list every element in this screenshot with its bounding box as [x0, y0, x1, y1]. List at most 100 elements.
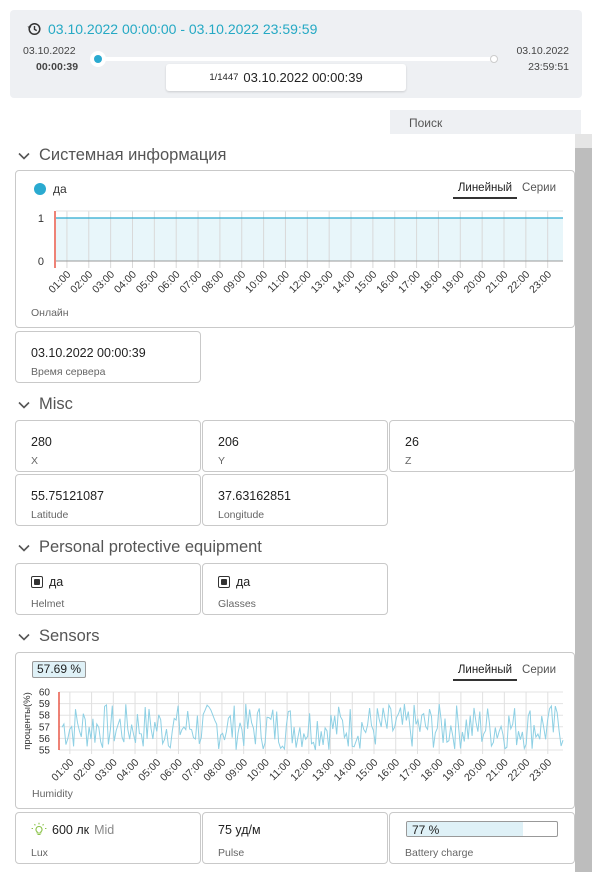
x-tick-label: 07:00 [180, 757, 207, 784]
x-label: X [31, 455, 39, 467]
server-time-card: 03.10.2022 00:00:39 Время сервера [15, 331, 201, 383]
scrollbar[interactable] [575, 134, 592, 872]
longitude-card: 37.63162851 Longitude [202, 474, 388, 526]
x-tick-label: 18:00 [418, 269, 445, 296]
mode-line-tab[interactable]: Линейный [452, 664, 518, 681]
time-slider-track[interactable] [93, 57, 496, 61]
legend-label: да [53, 182, 67, 196]
x-tick-label: 14:00 [330, 269, 357, 296]
x-tick-label: 11:00 [267, 757, 294, 784]
latitude-value: 55.75121087 [31, 489, 104, 503]
pulse-label: Pulse [218, 847, 245, 859]
y-tick-label: 57 [39, 722, 51, 733]
legend-dot-icon [34, 183, 46, 195]
x-tick-label: 04:00 [112, 269, 139, 296]
x-tick-label: 12:00 [287, 269, 314, 296]
server-time-label: Время сервера [31, 366, 106, 378]
x-tick-label: 21:00 [484, 757, 511, 784]
y-label: Y [218, 455, 226, 467]
y-tick-label: 59 [39, 699, 51, 710]
time-range-title[interactable]: 03.10.2022 00:00:00 - 03.10.2022 23:59:5… [27, 21, 317, 37]
range-end-time: 23:59:51 [528, 61, 569, 73]
y-axis-label: проценты(%) [22, 692, 33, 750]
x-tick-label: 02:00 [68, 269, 95, 296]
chart-mode-switch: Линейный Серии [452, 182, 561, 199]
chart-legend[interactable]: да [34, 182, 67, 196]
x-tick-label: 12:00 [288, 757, 315, 784]
helmet-label: Helmet [31, 598, 65, 610]
online-area [56, 218, 563, 261]
battery-label: Battery charge [405, 847, 474, 859]
lux-label: Lux [31, 847, 48, 859]
chart-label: Онлайн [31, 307, 69, 319]
chevron-down-icon [18, 401, 30, 409]
battery-value: 77 % [412, 823, 440, 837]
x-tick-label: 01:00 [49, 757, 76, 784]
y-tick-label: 0 [38, 256, 44, 268]
x-tick-label: 15:00 [353, 757, 380, 784]
chevron-down-icon [18, 152, 30, 160]
time-slider-handle[interactable] [90, 51, 106, 67]
helmet-value: да [31, 575, 63, 589]
humidity-series-line [61, 703, 564, 751]
battery-bar-fill [407, 822, 523, 836]
z-label: Z [405, 455, 412, 467]
chevron-down-icon [18, 633, 30, 641]
lightbulb-icon [31, 822, 47, 836]
x-tick-label: 22:00 [505, 757, 532, 784]
glasses-value-text: да [236, 575, 251, 589]
x-tick-label: 23:00 [527, 269, 554, 296]
x-tick-label: 09:00 [221, 269, 248, 296]
section-ppe-header[interactable]: Personal protective equipment [18, 538, 262, 557]
lux-card: 600 лк Mid Lux [15, 812, 201, 864]
x-tick-label: 21:00 [483, 269, 510, 296]
latitude-label: Latitude [31, 509, 69, 521]
section-title: Personal protective equipment [39, 538, 262, 556]
x-tick-label: 07:00 [177, 269, 204, 296]
humidity-value-badge: 57.69 % [32, 661, 87, 678]
glasses-value: да [218, 575, 250, 589]
search-input[interactable]: Поиск [390, 110, 581, 134]
y-tick-label: 55 [39, 746, 51, 757]
x-tick-label: 08:00 [201, 757, 228, 784]
battery-bar: 77 % [406, 821, 558, 837]
x-tick-label: 17:00 [396, 269, 423, 296]
mode-series-tab[interactable]: Серии [522, 182, 556, 194]
time-slider-end-handle[interactable] [490, 55, 498, 63]
z-card: 26 Z [389, 420, 575, 472]
z-value: 26 [405, 435, 419, 449]
x-tick-label: 05:00 [136, 757, 163, 784]
x-tick-label: 11:00 [265, 269, 292, 296]
current-frame-box: 1/1447 03.10.2022 00:00:39 [166, 64, 406, 91]
mode-line-tab[interactable]: Линейный [452, 182, 518, 199]
x-value: 280 [31, 435, 52, 449]
x-tick-label: 03:00 [90, 269, 117, 296]
x-tick-label: 13:00 [309, 269, 336, 296]
x-tick-label: 10:00 [245, 757, 272, 784]
x-tick-label: 19:00 [440, 757, 467, 784]
history-icon [27, 22, 41, 36]
range-start-time: 00:00:39 [36, 61, 79, 73]
frame-index: 1/1447 [209, 72, 239, 83]
checkbox-icon [31, 576, 43, 588]
x-tick-label: 23:00 [527, 757, 554, 784]
time-range-text: 03.10.2022 00:00:00 - 03.10.2022 23:59:5… [48, 21, 318, 37]
mode-series-tab[interactable]: Серии [522, 664, 556, 676]
section-system-header[interactable]: Системная информация [18, 146, 226, 165]
x-tick-label: 20:00 [462, 757, 489, 784]
x-tick-label: 05:00 [134, 269, 161, 296]
x-tick-label: 15:00 [352, 269, 379, 296]
section-misc-header[interactable]: Misc [18, 395, 73, 414]
lux-value: 600 лк Mid [31, 822, 114, 838]
latitude-card: 55.75121087 Latitude [15, 474, 201, 526]
section-sensors-header[interactable]: Sensors [18, 627, 100, 646]
glasses-card: да Glasses [202, 563, 388, 615]
pulse-card: 75 уд/м Pulse [202, 812, 388, 864]
x-tick-label: 16:00 [374, 269, 401, 296]
x-tick-label: 13:00 [310, 757, 337, 784]
section-title: Системная информация [39, 146, 227, 164]
helmet-value-text: да [49, 575, 64, 589]
scrollbar-up[interactable] [575, 134, 592, 148]
checkbox-icon [218, 576, 230, 588]
